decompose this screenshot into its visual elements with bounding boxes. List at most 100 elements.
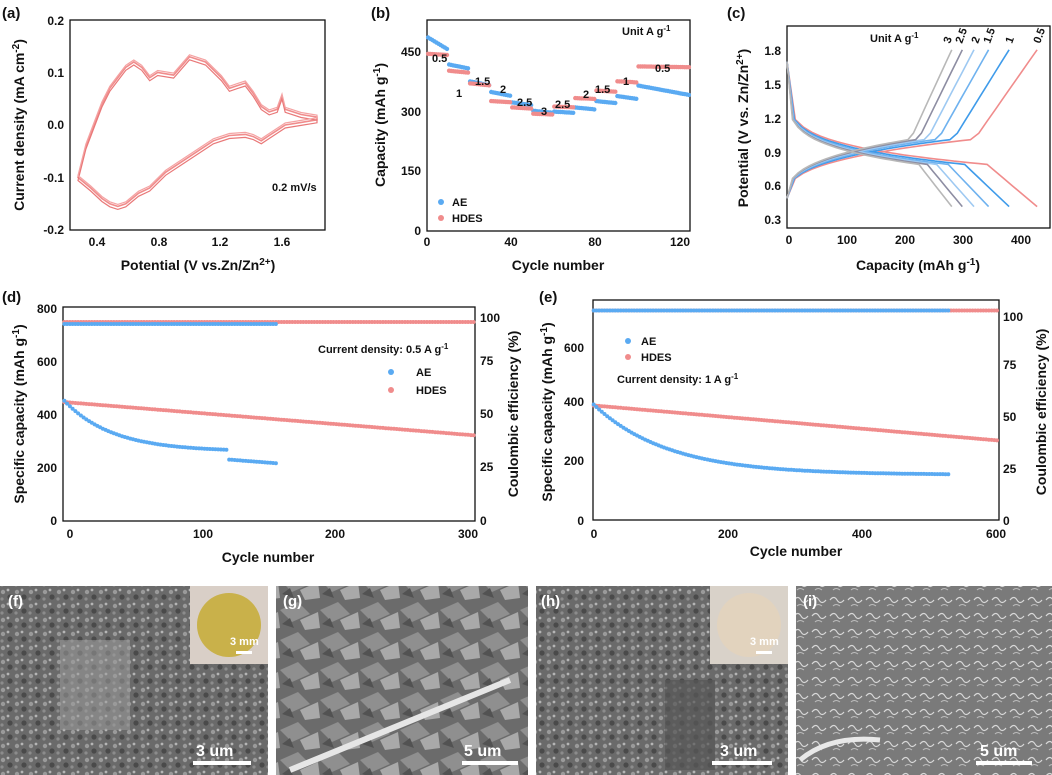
rate-label: 1.5 bbox=[475, 76, 490, 88]
b-xtick: 0 bbox=[424, 235, 431, 249]
gcd-curves bbox=[786, 49, 1038, 208]
cv-curve bbox=[77, 55, 318, 208]
ae-capacity-point bbox=[943, 472, 948, 477]
ae-ce-point bbox=[265, 322, 270, 326]
curve-label: 0.5 bbox=[1032, 27, 1049, 45]
panel-d-yticks-left: 0 200 400 600 800 bbox=[37, 302, 57, 528]
c-ytick: 1.8 bbox=[764, 44, 781, 58]
inset-scale-bar bbox=[756, 651, 772, 654]
ae-ce-point bbox=[199, 322, 204, 326]
a-ytick: -0.2 bbox=[43, 223, 64, 237]
legend-marker-hdes bbox=[438, 215, 444, 221]
electrode-disc-photo bbox=[197, 593, 261, 657]
ae-ce-point bbox=[207, 322, 212, 326]
ae-point bbox=[592, 107, 597, 112]
inset-scale-bar bbox=[236, 651, 252, 654]
c-ytick: 0.3 bbox=[764, 213, 781, 227]
a-xtick: 0.4 bbox=[89, 235, 106, 249]
a-ylabel: Current density (mA cm-2) bbox=[11, 39, 27, 211]
rate-label: 3 bbox=[541, 106, 547, 118]
cv-curve-2 bbox=[77, 59, 318, 211]
ae-ce-point bbox=[821, 308, 826, 313]
d-ytick-right: 0 bbox=[480, 514, 487, 528]
legend-label-ae: AE bbox=[416, 367, 431, 379]
ae-ce-point bbox=[100, 322, 105, 326]
legend-marker-ae bbox=[438, 199, 444, 205]
ae-capacity-point bbox=[602, 412, 607, 416]
ae-capacity-point bbox=[273, 461, 278, 466]
rate-label: 1.5 bbox=[595, 84, 610, 96]
charge-curve bbox=[786, 49, 953, 199]
panel-c-yticks: 0.3 0.6 0.9 1.2 1.5 1.8 bbox=[764, 44, 781, 227]
sem-nanorod bbox=[288, 677, 512, 773]
hdes-point bbox=[686, 65, 692, 70]
panel-e-yticks-right: 0 25 50 75 100 bbox=[1003, 310, 1023, 528]
curve-label: 1.5 bbox=[982, 27, 999, 45]
hdes-ce-point bbox=[282, 320, 287, 324]
a-xtick: 1.6 bbox=[274, 235, 291, 249]
panel-g-label: (g) bbox=[283, 593, 302, 610]
sem-particle-cluster bbox=[665, 680, 715, 770]
hdes-ce-point bbox=[424, 320, 429, 324]
d-ylabel-right: Coulombic efficiency (%) bbox=[505, 331, 521, 497]
ae-ce-point bbox=[902, 308, 907, 313]
hdes-point bbox=[550, 112, 555, 117]
ae-ce-point bbox=[188, 322, 193, 326]
a-xtick: 0.8 bbox=[151, 235, 168, 249]
c-ylabel: Potential (V vs. Zn/Zn2+) bbox=[735, 49, 751, 207]
curve-label: 1 bbox=[1004, 35, 1017, 45]
hdes-point bbox=[486, 83, 492, 88]
ae-ce-point bbox=[89, 322, 94, 326]
ae-point bbox=[507, 93, 513, 98]
c-xtick: 300 bbox=[953, 233, 973, 247]
hdes-ce-point bbox=[460, 320, 465, 324]
ae-capacity-point bbox=[76, 411, 81, 416]
sem-image-i: (i) 5 um bbox=[796, 586, 1052, 775]
e-legend: AE HDES bbox=[625, 336, 672, 364]
ae-ce-point bbox=[131, 322, 135, 326]
ae-ce-point bbox=[166, 322, 171, 326]
panel-c-xticks: 0 100 200 300 400 bbox=[786, 233, 1032, 247]
panel-a-frame bbox=[69, 19, 326, 231]
sem-micrograph bbox=[276, 586, 528, 775]
e-ytick: 600 bbox=[564, 341, 584, 355]
ae-ce-point bbox=[273, 322, 278, 326]
ae-capacity-point bbox=[821, 469, 826, 474]
ae-capacity-point bbox=[224, 447, 229, 452]
e-ytick-right: 25 bbox=[1003, 462, 1017, 476]
b-ytick: 450 bbox=[401, 45, 421, 59]
discharge-curve bbox=[786, 61, 990, 208]
charge-curve bbox=[786, 49, 1010, 199]
a-ytick: 0.1 bbox=[47, 66, 64, 80]
e-ytick-right: 75 bbox=[1003, 358, 1017, 372]
ae-ce-point bbox=[235, 322, 240, 326]
d-xtick: 0 bbox=[67, 527, 74, 541]
d-ytick: 200 bbox=[37, 461, 57, 475]
c-unit-label: Unit A g-1 bbox=[870, 31, 919, 45]
hdes-point bbox=[571, 105, 576, 110]
panel-b-yticks: 0 150 300 450 bbox=[401, 45, 421, 238]
d-ytick-right: 50 bbox=[480, 407, 494, 421]
ae-ce-point bbox=[95, 322, 100, 326]
ae-ce-point bbox=[224, 322, 229, 326]
ae-capacity-point bbox=[605, 414, 610, 419]
discharge-curve bbox=[786, 61, 1010, 208]
ae-ce-point bbox=[194, 322, 199, 326]
rate-label: 2 bbox=[583, 89, 589, 101]
ae-ce-point bbox=[147, 322, 152, 326]
scale-label: 3 um bbox=[720, 743, 757, 760]
ae-ce-point bbox=[865, 308, 869, 313]
e-ylabel-left: Specific capacity (mAh g-1) bbox=[539, 322, 555, 501]
hdes-ce-point bbox=[471, 320, 476, 324]
ae-ce-point bbox=[84, 322, 89, 326]
legend-marker-ae bbox=[388, 369, 394, 375]
hdes-ce-point bbox=[389, 320, 394, 324]
ae-ce-point bbox=[662, 308, 666, 313]
ae-capacity-point bbox=[599, 409, 604, 414]
c-xtick: 0 bbox=[786, 233, 793, 247]
e-ytick-right: 100 bbox=[1003, 310, 1023, 324]
ae-ce-point bbox=[218, 322, 223, 326]
e-ytick-right: 50 bbox=[1003, 410, 1017, 424]
legend-marker-ae bbox=[625, 338, 631, 344]
panel-f-label: (f) bbox=[8, 593, 23, 610]
